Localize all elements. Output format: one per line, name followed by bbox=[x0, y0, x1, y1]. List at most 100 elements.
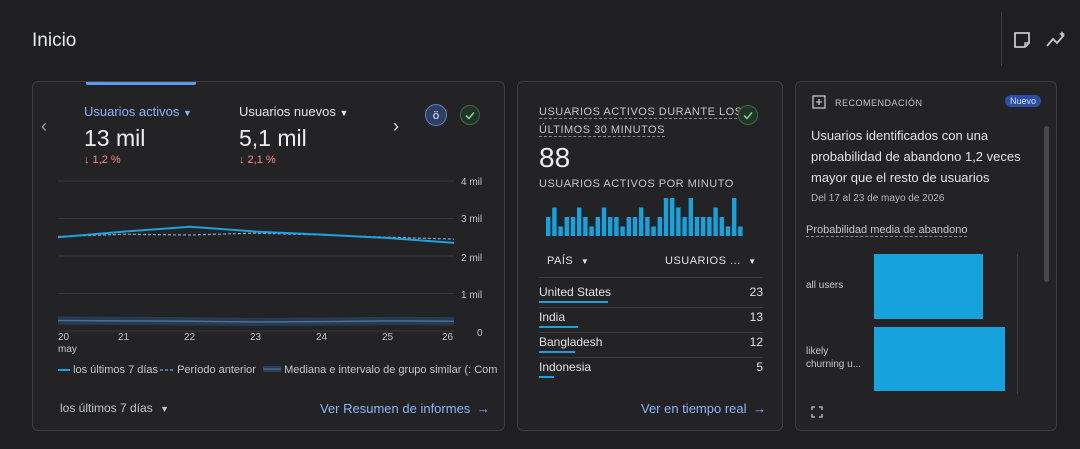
y-tick-label: 4 mil bbox=[461, 177, 483, 188]
overview-card: ‹ Usuarios activos ▼ 13 mil ↓ 1,2 % Usua… bbox=[32, 81, 505, 431]
minute-bar bbox=[570, 217, 576, 236]
new-users-change: ↓ 2,1 % bbox=[239, 154, 276, 166]
minute-bar bbox=[601, 207, 607, 236]
minute-bar bbox=[719, 217, 724, 236]
recommendation-text-line1: Usuarios identificados con una bbox=[811, 128, 989, 143]
chart-gridlines bbox=[58, 180, 454, 332]
minute-bar bbox=[701, 217, 706, 236]
view-reports-link[interactable]: Ver Resumen de informes → bbox=[320, 401, 490, 416]
minute-bar bbox=[620, 226, 625, 236]
insights-icon[interactable] bbox=[1045, 30, 1067, 52]
expand-icon[interactable] bbox=[811, 405, 823, 418]
comment-icon[interactable] bbox=[1012, 30, 1034, 52]
current-period-line bbox=[57, 225, 455, 244]
chevron-left-icon[interactable]: ‹ bbox=[41, 116, 47, 136]
check-circle-icon[interactable] bbox=[460, 105, 480, 125]
recommendation-card: RECOMENDACIÓN Nuevo Usuarios identificad… bbox=[795, 81, 1057, 431]
y-tick-label: 3 mil bbox=[461, 214, 483, 225]
legend-item-benchmark: Mediana e intervalo de grupo similar (: … bbox=[263, 364, 503, 376]
minute-bar bbox=[657, 217, 662, 236]
x-tick-label: 20 bbox=[58, 332, 70, 343]
realtime-title-line1: USUARIOS ACTIVOS DURANTE LOS bbox=[539, 106, 743, 119]
recommendation-label: RECOMENDACIÓN bbox=[835, 98, 923, 108]
legend-item-previous: Período anterior bbox=[160, 364, 256, 376]
minute-bar bbox=[651, 226, 656, 236]
minute-bar bbox=[546, 217, 551, 236]
scrollbar-thumb[interactable] bbox=[1044, 126, 1049, 282]
country-name: Bangladesh bbox=[539, 335, 603, 349]
legend-item-current: los últimos 7 días bbox=[58, 364, 159, 376]
minute-bar bbox=[595, 217, 600, 236]
users-line-chart bbox=[57, 180, 455, 332]
check-circle-icon[interactable] bbox=[738, 105, 758, 125]
benchmark-median-line bbox=[57, 319, 455, 323]
realtime-card: USUARIOS ACTIVOS DURANTE LOS ÚLTIMOS 30 … bbox=[517, 81, 783, 431]
table-row[interactable]: Bangladesh 12 bbox=[539, 335, 763, 360]
row-divider bbox=[539, 277, 763, 278]
country-share-bar bbox=[539, 326, 579, 328]
row-divider bbox=[539, 332, 763, 333]
view-realtime-link[interactable]: Ver en tiempo real → bbox=[641, 401, 767, 416]
country-users: 12 bbox=[749, 335, 763, 349]
recommendation-text-line2: probabilidad de abandono 1,2 veces bbox=[811, 149, 1021, 164]
churn-bar bbox=[874, 254, 984, 319]
churn-bar bbox=[874, 327, 1005, 391]
minute-bar bbox=[663, 198, 669, 236]
minute-bar bbox=[577, 207, 582, 236]
per-minute-bar-chart bbox=[546, 198, 743, 236]
metric-tab-active-users[interactable]: Usuarios activos ▼ bbox=[84, 104, 192, 119]
date-range-selector[interactable]: los últimos 7 días ▼ bbox=[60, 401, 169, 415]
minute-bar bbox=[608, 217, 613, 236]
minute-bar bbox=[632, 217, 638, 236]
recommendation-icon bbox=[812, 95, 826, 109]
page-title: Inicio bbox=[32, 30, 77, 51]
bar-label: all users bbox=[806, 280, 844, 291]
minute-bar bbox=[639, 207, 644, 236]
tab-indicator bbox=[86, 82, 196, 85]
row-divider bbox=[539, 357, 763, 358]
insight-badge-icon[interactable]: ö bbox=[425, 104, 447, 126]
y-tick-label: 1 mil bbox=[461, 290, 483, 301]
chart-lines bbox=[57, 225, 455, 244]
header-divider bbox=[1001, 12, 1002, 66]
metric-title: Probabilidad media de abandono bbox=[806, 224, 968, 237]
minute-bar bbox=[694, 217, 700, 236]
country-users: 13 bbox=[749, 310, 763, 324]
recommendation-text-line3: mayor que el resto de usuarios bbox=[811, 170, 990, 185]
x-tick-label: 23 bbox=[250, 332, 262, 343]
table-row[interactable]: United States 23 bbox=[539, 285, 763, 310]
country-column-header[interactable]: PAÍS ▼ bbox=[547, 255, 590, 267]
minute-bar bbox=[688, 198, 693, 236]
x-tick-label: 24 bbox=[316, 332, 328, 343]
active-users-value: 13 mil bbox=[84, 125, 146, 151]
country-share-bar bbox=[539, 376, 555, 378]
y-tick-label: 0 bbox=[477, 328, 483, 339]
table-row[interactable]: Indonesia 5 bbox=[539, 360, 763, 385]
x-tick-label: 26 bbox=[442, 332, 454, 343]
minute-bar bbox=[645, 217, 650, 236]
minute-bar bbox=[682, 217, 687, 236]
users-column-header[interactable]: USUARIOS ... ▼ bbox=[665, 255, 757, 267]
minute-bar bbox=[725, 226, 731, 236]
chart-axis bbox=[1017, 254, 1018, 394]
x-tick-label: 21 bbox=[118, 332, 130, 343]
chevron-right-icon[interactable]: › bbox=[393, 116, 399, 136]
row-divider bbox=[539, 307, 763, 308]
minute-bar bbox=[707, 217, 712, 236]
minute-bar bbox=[626, 217, 631, 236]
minute-bar bbox=[713, 207, 718, 236]
table-row[interactable]: India 13 bbox=[539, 310, 763, 335]
metric-tab-new-users[interactable]: Usuarios nuevos ▼ bbox=[239, 104, 349, 119]
new-users-value: 5,1 mil bbox=[239, 125, 307, 151]
minute-bar bbox=[676, 207, 681, 236]
recommendation-date: Del 17 al 23 de mayo de 2026 bbox=[811, 193, 945, 204]
minute-bar bbox=[589, 226, 594, 236]
country-name: United States bbox=[539, 285, 612, 299]
minute-bar bbox=[614, 217, 619, 236]
new-badge: Nuevo bbox=[1005, 95, 1042, 107]
bar-label: churning u... bbox=[806, 359, 862, 370]
minute-bar bbox=[670, 198, 675, 236]
y-tick-label: 2 mil bbox=[461, 253, 483, 264]
realtime-value: 88 bbox=[539, 142, 571, 173]
country-share-bar bbox=[539, 351, 576, 353]
